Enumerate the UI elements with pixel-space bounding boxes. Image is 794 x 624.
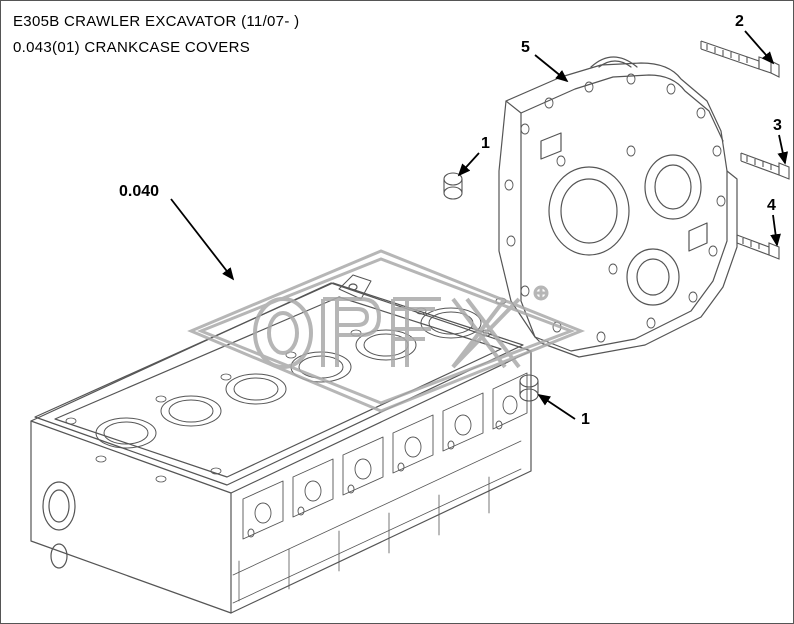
callout-5: 5 [521, 39, 530, 57]
diagram-svg [1, 1, 794, 624]
callout-1-upper: 1 [481, 135, 490, 153]
page: E305B CRAWLER EXCAVATOR (11/07- ) 0.043(… [0, 0, 794, 624]
callout-1-lower: 1 [581, 411, 590, 429]
bolts [701, 41, 789, 259]
callout-4: 4 [767, 197, 776, 215]
callout-2: 2 [735, 13, 744, 31]
callout-3: 3 [773, 117, 782, 135]
ref-0-040: 0.040 [119, 183, 159, 201]
watermark [191, 251, 581, 411]
crankcase-block [31, 275, 531, 613]
